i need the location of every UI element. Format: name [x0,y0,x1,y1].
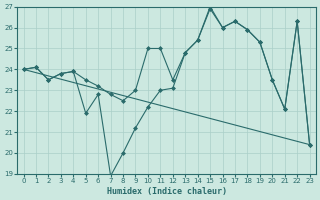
X-axis label: Humidex (Indice chaleur): Humidex (Indice chaleur) [107,187,227,196]
